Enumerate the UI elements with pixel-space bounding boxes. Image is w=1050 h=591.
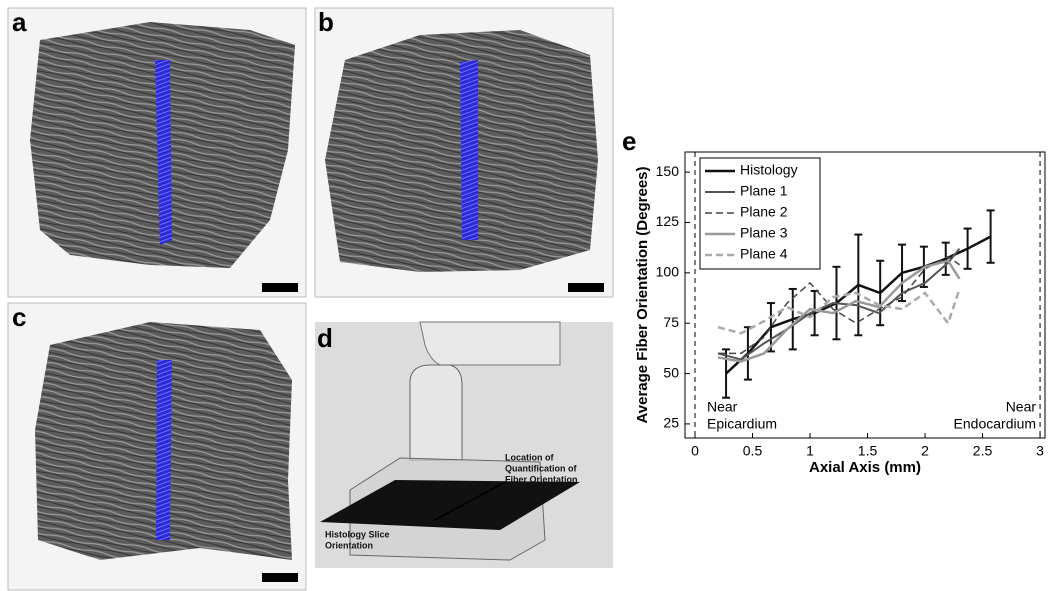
annotation: Epicardium [707, 416, 777, 432]
x-tick-label: 3 [1036, 443, 1044, 459]
panel-b: b [314, 7, 614, 298]
annotation: Endocardium [954, 416, 1037, 432]
x-tick-label: 2.5 [973, 443, 993, 459]
error-bar [986, 209, 995, 264]
x-tick-label: 0.5 [743, 443, 763, 459]
panel-label: b [318, 7, 334, 37]
series-line [717, 288, 961, 335]
error-bar [722, 348, 731, 399]
x-axis-label: Axial Axis (mm) [809, 459, 921, 476]
y-tick-label: 150 [656, 163, 680, 179]
x-tick-label: 1.5 [858, 443, 878, 459]
panel-label: d [317, 323, 333, 353]
annotation: Near [707, 399, 738, 415]
legend-label: Plane 3 [740, 225, 788, 241]
legend-label: Plane 2 [740, 204, 788, 220]
chart: e 25 50 75 100 125 150 0 0.5 1 1.5 2 2.5 3 Axial Axis… [622, 126, 1046, 476]
panel-c: c [7, 302, 307, 591]
error-bar [854, 233, 863, 337]
error-bar [788, 287, 797, 351]
y-axis-label: Average Fiber Orientation (Degrees) [634, 166, 651, 423]
series-line [717, 259, 961, 363]
diagram-label: Fiber Orientation [505, 474, 578, 484]
legend-label: Plane 4 [740, 246, 788, 262]
panel-label: c [12, 302, 26, 332]
y-tick-label: 50 [663, 364, 679, 380]
diagram-label: Quantification of [505, 463, 577, 473]
diagram-label: Location of [505, 452, 554, 462]
legend-label: Histology [740, 162, 798, 178]
panel-label: a [12, 7, 27, 37]
x-tick-label: 2 [921, 443, 929, 459]
legend-label: Plane 1 [740, 183, 788, 199]
x-tick-label: 0 [691, 443, 699, 459]
y-tick-label: 25 [663, 415, 679, 431]
diagram-label: Histology Slice [325, 529, 390, 539]
series-line [717, 248, 961, 361]
y-tick-label: 125 [656, 213, 680, 229]
annotation: Near [1006, 399, 1037, 415]
panel-d: d Location of Quantification of Fiber Or… [315, 321, 613, 568]
error-bar [963, 227, 972, 270]
x-tick-label: 1 [806, 443, 814, 459]
diagram-label: Orientation [325, 540, 373, 550]
error-bar [898, 243, 907, 303]
y-tick-label: 75 [663, 314, 679, 330]
error-bar [766, 302, 775, 353]
error-bar [876, 259, 885, 327]
panel-label: e [622, 126, 636, 156]
y-tick-label: 100 [656, 264, 680, 280]
panel-a: a [7, 7, 307, 298]
